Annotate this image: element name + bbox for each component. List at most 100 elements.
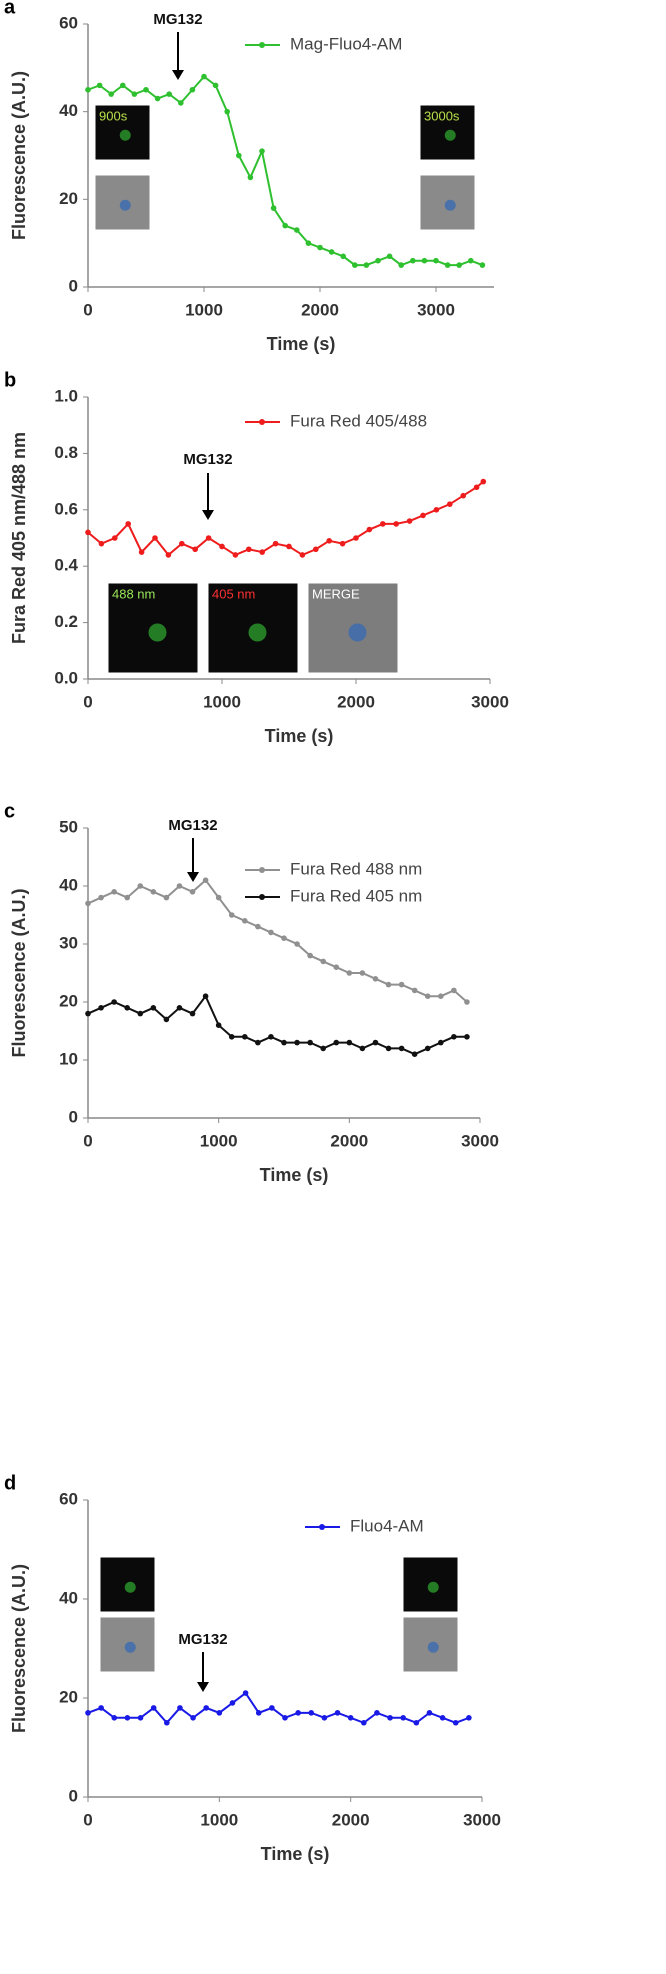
data-point (294, 1039, 300, 1046)
data-point (473, 484, 480, 491)
data-point (363, 262, 370, 268)
data-point (255, 1039, 261, 1046)
inset-cell (427, 1581, 439, 1593)
y-axis-label: Fluorescence (A.U.) (9, 1564, 29, 1733)
data-point (98, 1705, 104, 1711)
y-tick-label: 40 (59, 101, 78, 120)
data-point (439, 1715, 446, 1721)
data-point (108, 91, 114, 97)
data-point (398, 1045, 405, 1052)
data-point (334, 1710, 341, 1716)
data-point (137, 883, 144, 889)
x-tick-label: 1000 (200, 1810, 238, 1829)
data-point (410, 257, 416, 264)
annotation: MG132 (178, 1631, 227, 1648)
data-point (189, 1010, 196, 1017)
annotation-arrowhead (187, 872, 199, 882)
data-point (346, 970, 353, 976)
data-point (164, 1719, 170, 1726)
data-point (372, 976, 379, 982)
y-tick-label: 20 (59, 189, 78, 208)
y-tick-label: 0.2 (54, 612, 78, 631)
data-point (112, 535, 118, 541)
data-point (386, 253, 393, 260)
annotation: MG132 (168, 817, 217, 834)
inset-cell (444, 129, 456, 141)
data-point (433, 257, 439, 264)
data-point (366, 526, 373, 533)
data-point (85, 900, 91, 907)
y-tick-label: 0 (69, 1107, 78, 1126)
data-point (268, 1034, 274, 1040)
series-line (87, 480, 484, 557)
data-point (424, 1045, 431, 1052)
data-point (98, 894, 104, 901)
data-point (398, 262, 405, 268)
data-point (124, 894, 130, 901)
data-point (411, 987, 418, 994)
data-point (203, 1705, 209, 1711)
data-point (456, 262, 463, 268)
data-point (137, 1715, 144, 1721)
data-point (98, 1005, 104, 1011)
legend-label: Fura Red 405 nm (290, 886, 422, 905)
y-tick-label: 0.8 (54, 443, 78, 462)
data-point (385, 981, 392, 988)
data-point (120, 82, 126, 89)
data-point (219, 543, 225, 550)
panel-letter: a (4, 0, 16, 18)
data-point (464, 1034, 470, 1040)
data-point (242, 918, 248, 924)
data-point (420, 512, 426, 519)
x-tick-label: 3000 (461, 1131, 499, 1150)
x-tick-label: 2000 (337, 692, 375, 711)
data-point (150, 1005, 157, 1011)
data-point (339, 540, 346, 547)
annotation: MG132 (183, 451, 232, 468)
data-point (247, 174, 254, 181)
data-point (215, 1022, 222, 1028)
x-axis-label: Time (s) (260, 1165, 329, 1185)
y-tick-label: 60 (59, 13, 78, 32)
data-point (375, 257, 381, 264)
x-axis-label: Time (s) (267, 334, 336, 354)
data-point (452, 1719, 459, 1726)
data-point (307, 952, 313, 959)
data-point (242, 1034, 248, 1040)
legend-marker (259, 867, 265, 873)
x-tick-label: 3000 (463, 1810, 501, 1829)
data-point (138, 549, 145, 555)
inset-cell (427, 1641, 439, 1653)
data-point (359, 1045, 366, 1052)
data-point (387, 1715, 393, 1721)
y-axis-label: Fluorescence (A.U.) (9, 888, 29, 1057)
x-tick-label: 2000 (301, 300, 339, 319)
x-tick-label: 1000 (185, 300, 223, 319)
data-point (269, 1705, 275, 1711)
inset-cell (444, 199, 456, 211)
data-point (176, 1005, 183, 1011)
data-point (137, 1010, 144, 1017)
y-tick-label: 40 (59, 1588, 78, 1607)
data-point (85, 1010, 91, 1017)
data-point (281, 1039, 287, 1046)
legend-marker (259, 42, 265, 48)
data-point (189, 86, 196, 93)
y-axis-label: Fluorescence (A.U.) (9, 71, 29, 240)
series-line (87, 1691, 470, 1725)
x-tick-label: 1000 (203, 692, 241, 711)
annotation: MG132 (153, 11, 202, 28)
data-point (202, 877, 209, 883)
data-point (333, 1039, 340, 1046)
panel-letter: c (4, 800, 15, 822)
data-point (96, 82, 103, 89)
data-point (451, 987, 457, 994)
annotation-arrowhead (202, 510, 214, 520)
y-tick-label: 60 (59, 1489, 78, 1508)
data-point (255, 1710, 262, 1716)
data-point (346, 1039, 353, 1046)
data-point (359, 970, 366, 976)
data-point (406, 518, 413, 524)
x-tick-label: 0 (83, 300, 92, 319)
y-tick-label: 0.4 (54, 556, 78, 575)
